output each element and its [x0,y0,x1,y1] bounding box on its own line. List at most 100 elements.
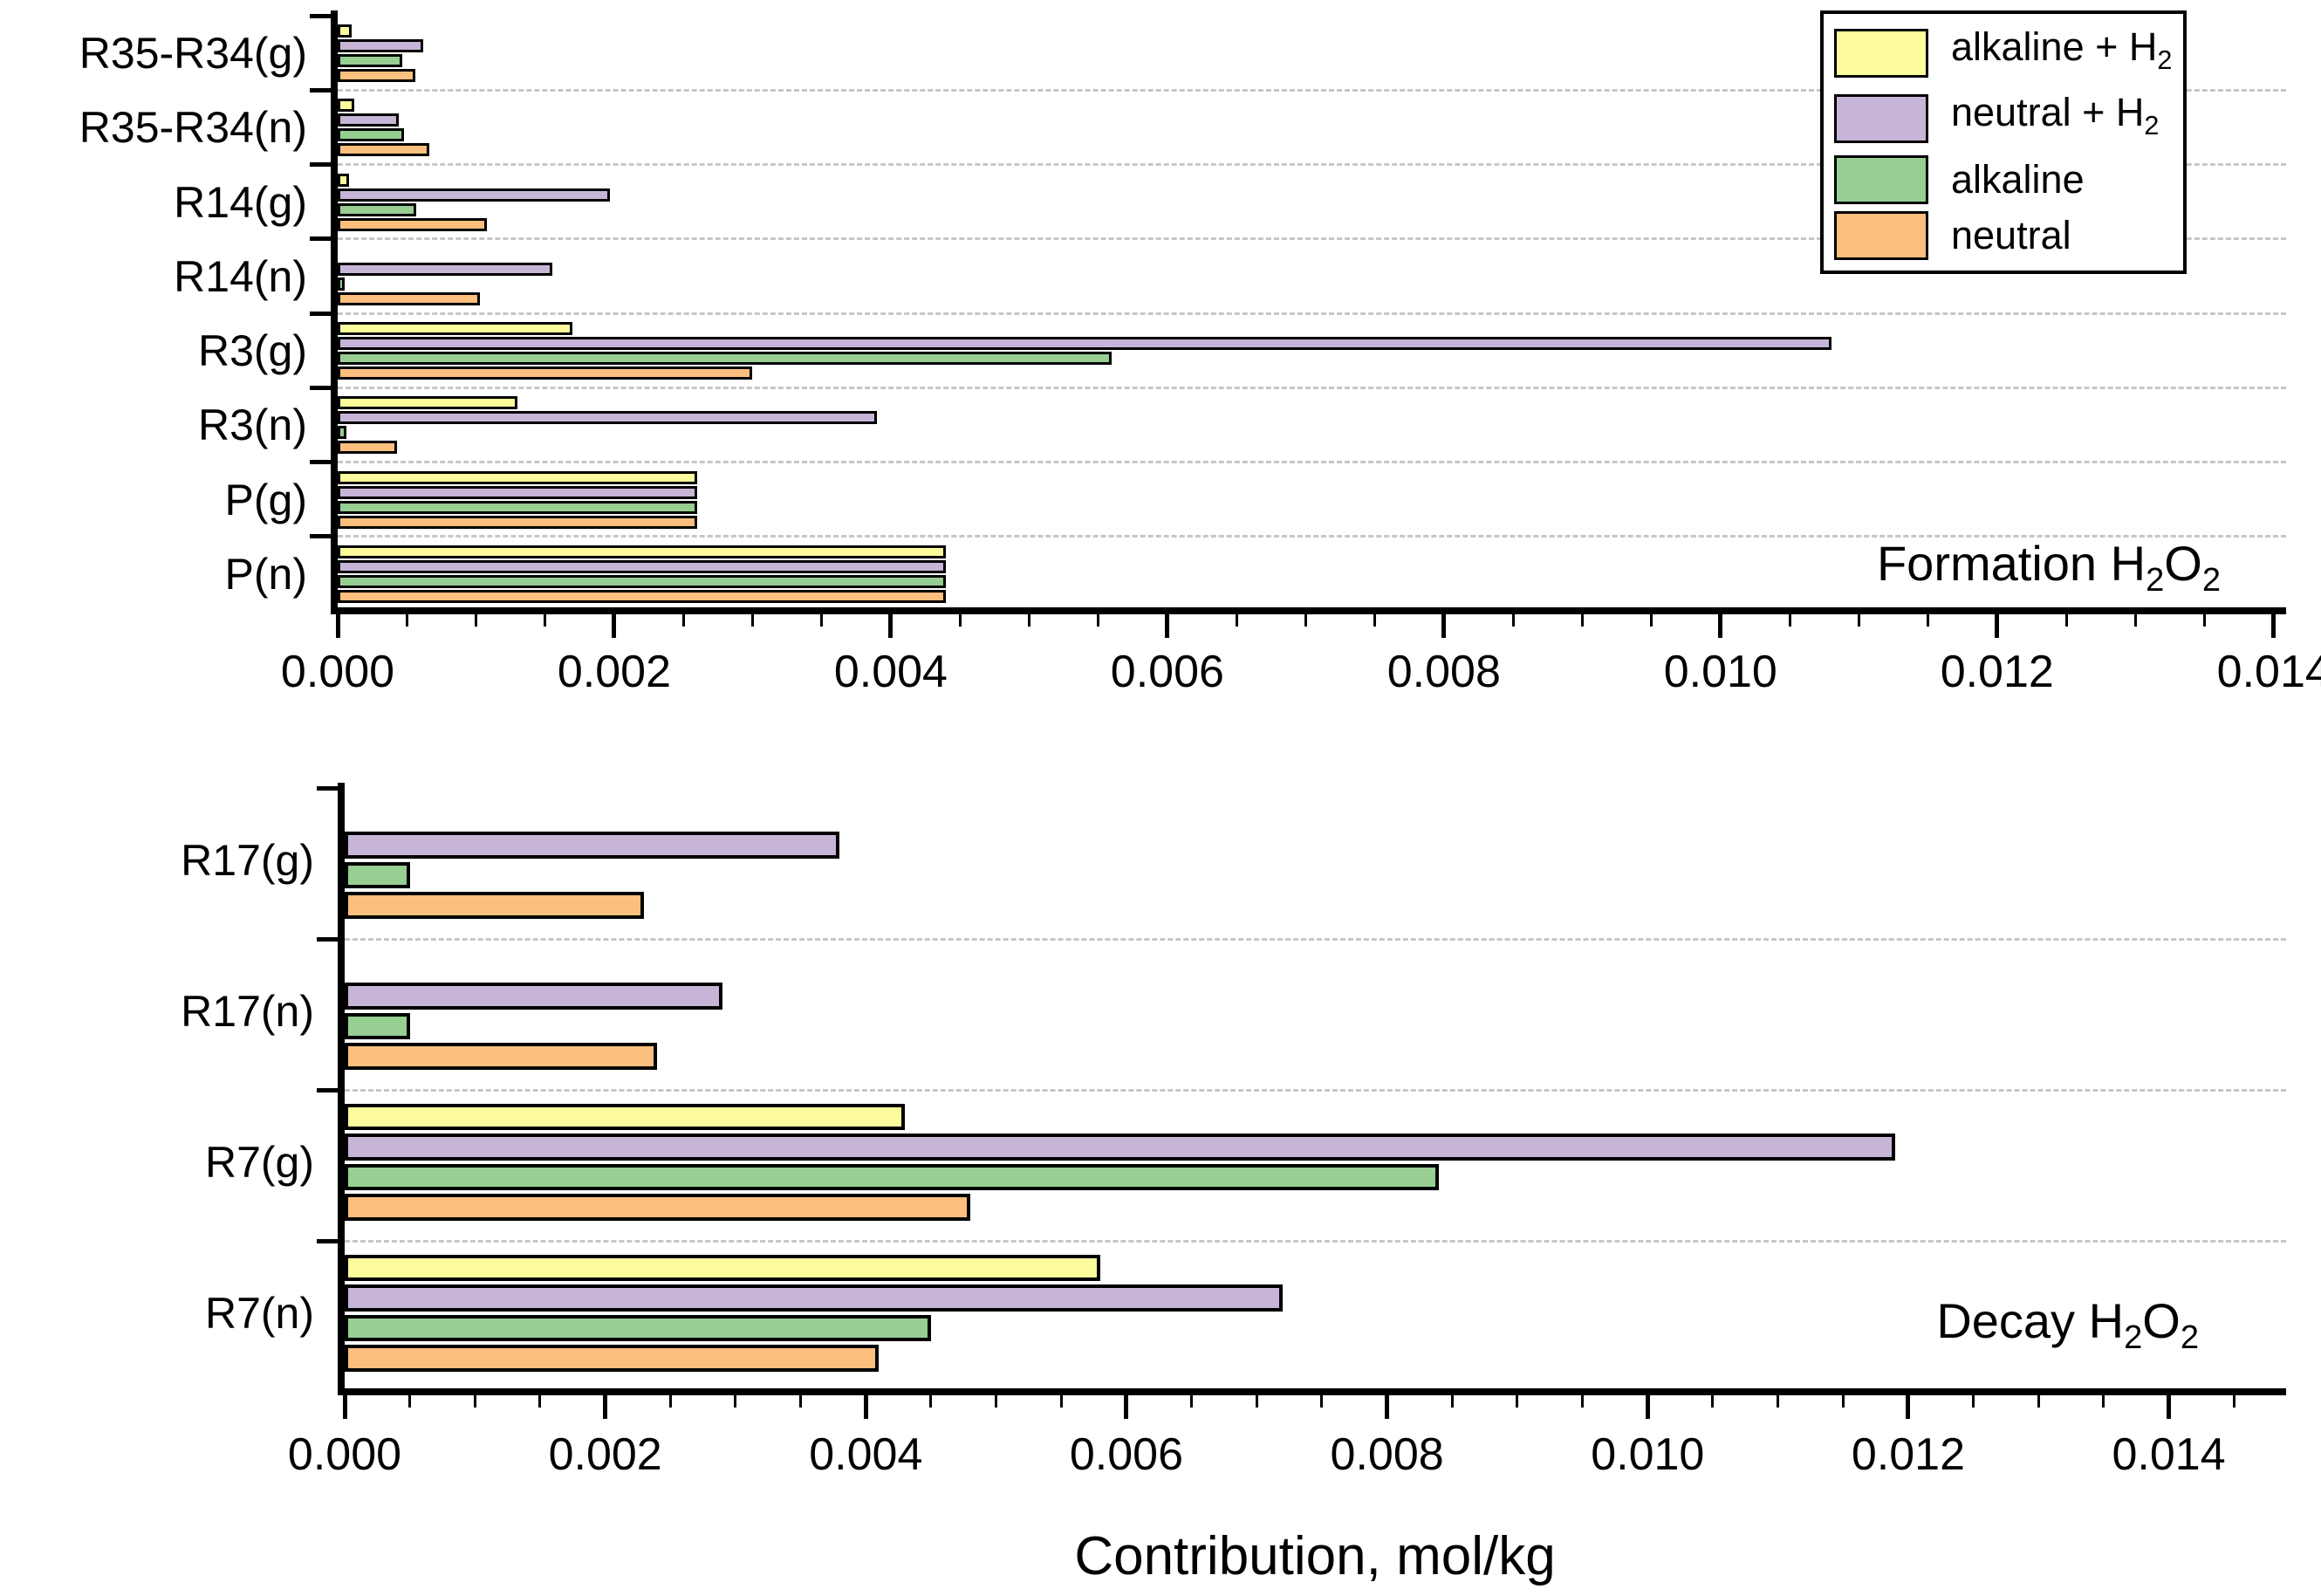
x-major-tick [1124,1395,1129,1419]
bar [338,396,518,410]
legend-row: neutral [1834,210,2173,260]
bar [338,277,345,291]
x-minor-tick [1580,614,1584,627]
y-group-tick [310,162,331,167]
bar [338,366,753,380]
x-minor-tick [1304,614,1307,627]
x-tick-label: 0.000 [280,647,395,697]
y-group-tick [310,87,331,92]
x-minor-tick [2064,614,2068,627]
x-major-tick [1165,614,1170,638]
x-tick-label: 0.012 [1851,1429,1965,1480]
x-axis-line [331,607,2286,614]
x-minor-tick [1255,1395,1258,1408]
legend-label: alkaline + H2 [1951,24,2172,83]
legend-row: alkaline + H2 [1834,24,2173,83]
x-minor-tick [2232,1395,2235,1408]
x-minor-tick [1516,1395,1519,1408]
x-axis-line [338,1388,2286,1395]
bar [345,1194,970,1221]
grid-line [345,937,2286,941]
x-major-tick [863,1395,868,1419]
category-label: R7(n) [204,1288,314,1338]
legend-row: alkaline [1834,154,2173,204]
x-axis-title: Contribution, mol/kg [1074,1526,1556,1586]
bar [345,892,645,919]
x-tick-label: 0.012 [1940,647,2054,697]
text-segment: neutral + H [1951,89,2145,134]
category-label: R35-R34(n) [79,103,307,153]
x-minor-tick [408,1395,412,1408]
x-major-tick [1385,1395,1390,1419]
legend-label: neutral + H2 [1951,90,2159,148]
bar [338,322,573,335]
x-minor-tick [1373,614,1377,627]
x-major-tick [1995,614,2000,638]
y-group-tick [317,1238,338,1243]
legend-label: alkaline [1951,157,2085,202]
grid-line [338,88,2286,92]
x-minor-tick [544,614,547,627]
y-group-tick [310,236,331,242]
x-minor-tick [750,614,754,627]
legend-swatch [1834,210,1928,260]
bar [345,1314,931,1342]
category-label: R3(n) [197,401,307,450]
x-major-tick [612,614,617,638]
bar [338,24,352,38]
x-tick-label: 0.006 [1110,647,1224,697]
bar [345,1345,880,1372]
bar [338,69,415,82]
x-minor-tick [799,1395,803,1408]
text-segment: Formation H [1876,536,2146,591]
x-minor-tick [1511,614,1515,627]
x-major-tick [342,1395,347,1419]
bar [338,202,417,216]
chart-title: Formation H2O2 [1435,534,2221,610]
x-minor-tick [1027,614,1030,627]
x-minor-tick [1972,1395,1975,1408]
y-axis-line [331,10,338,614]
x-minor-tick [2133,614,2137,627]
category-label: R17(g) [181,835,314,885]
x-minor-tick [538,1395,542,1408]
bar [345,1012,410,1040]
x-minor-tick [474,614,477,627]
bar [338,173,349,187]
bar [338,574,947,588]
bar [345,983,723,1010]
text-segment: alkaline + H [1951,24,2158,70]
bar [345,1284,1284,1312]
category-label: R17(n) [181,986,314,1036]
grid-line [338,312,2286,315]
x-minor-tick [1097,614,1100,627]
x-minor-tick [1927,614,1930,627]
x-minor-tick [820,614,824,627]
y-group-tick [310,534,331,539]
y-axis-line [338,783,345,1395]
legend: alkaline + H2 neutral + H2 alkaline neutral [1820,10,2187,274]
category-label: R3(g) [197,326,307,375]
x-major-tick [1441,614,1447,638]
bar [338,470,698,484]
subscript-text: 2 [2146,562,2165,599]
x-tick-label: 0.010 [1591,1429,1705,1480]
x-tick-label: 0.008 [1386,647,1501,697]
bar [338,54,403,67]
text-segment: O [2142,1293,2181,1348]
bar [338,500,698,514]
x-tick-label: 0.004 [809,1429,923,1480]
x-major-tick [2167,1395,2172,1419]
bar [338,589,947,603]
legend-swatch [1834,154,1928,204]
grid-line [345,1088,2286,1092]
x-minor-tick [995,1395,998,1408]
bar [345,1134,1895,1161]
bar [338,337,1831,350]
x-tick-label: 0.002 [557,647,672,697]
x-major-tick [2271,614,2276,638]
x-tick-label: 0.010 [1663,647,1777,697]
category-label: R7(g) [204,1137,314,1187]
x-minor-tick [1788,614,1791,627]
bar [345,832,840,859]
